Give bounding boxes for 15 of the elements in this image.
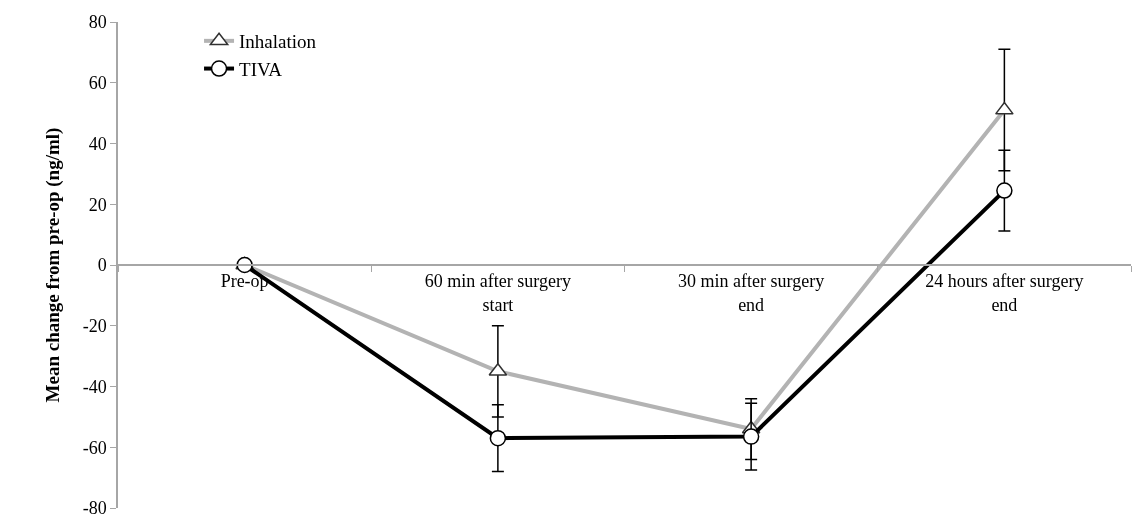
y-tick-label: -80 — [82, 498, 107, 519]
y-tick-label: 40 — [88, 133, 107, 154]
y-tick-label: 80 — [88, 12, 107, 33]
legend-label: Inhalation — [239, 31, 317, 53]
y-tick-label: -20 — [82, 316, 107, 337]
legend-label: TIVA — [239, 58, 283, 80]
x-tick-label: 30 min after surgery end — [678, 271, 825, 315]
y-tick-label: 60 — [88, 73, 107, 94]
y-tick-label: -60 — [82, 437, 107, 458]
y-axis-title: Mean change from pre-op (ng/ml) — [42, 127, 64, 403]
x-tick-label: 60 min after surgery start — [424, 271, 571, 315]
y-tick-label: 0 — [97, 255, 107, 276]
x-tick-label: 24 hours after surgery end — [925, 271, 1084, 315]
y-tick-label: -40 — [82, 376, 107, 397]
y-tick-label: 20 — [88, 194, 107, 215]
